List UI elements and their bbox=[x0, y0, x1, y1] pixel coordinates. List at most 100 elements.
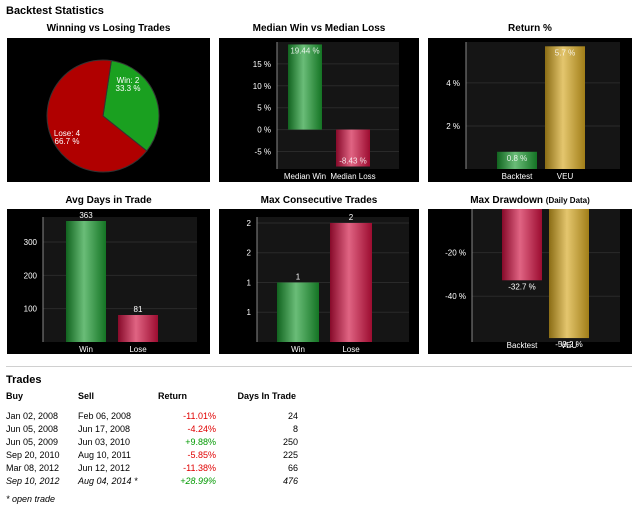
table-row: Jun 05, 2008 Jun 17, 2008 -4.24% 8 bbox=[6, 422, 298, 435]
value-label: 81 bbox=[134, 305, 143, 314]
cell-return: +28.99% bbox=[180, 475, 216, 486]
value-label: 19.44 % bbox=[290, 46, 319, 55]
cell-days: 250 bbox=[282, 436, 298, 447]
y-tick-label: 10 % bbox=[253, 82, 271, 91]
y-tick-label: 1 bbox=[247, 308, 252, 317]
y-tick-label: -40 % bbox=[445, 292, 466, 301]
cell-return: -11.38% bbox=[183, 462, 216, 473]
chart-panel-drawdown: -20 % -40 % -32.7 % Backtest -59.2 % VEU bbox=[428, 209, 632, 354]
cell-buy: Sep 10, 2012 bbox=[6, 475, 60, 486]
bar-chart-days: 300 200 100 363 Win 81 Lose bbox=[24, 211, 197, 354]
cell-buy: Jun 05, 2008 bbox=[6, 423, 59, 434]
cell-days: 24 bbox=[287, 410, 298, 421]
chart-title-median: Median Win vs Median Loss bbox=[252, 23, 386, 34]
chart-title-drawdown: Max Drawdown (Daily Data) bbox=[428, 195, 632, 206]
cell-sell: Jun 03, 2010 bbox=[78, 436, 131, 447]
category-label: Win bbox=[291, 345, 305, 354]
bar-lose bbox=[118, 315, 158, 342]
open-trade-footnote: * open trade bbox=[6, 494, 56, 504]
bar-chart-return: 4 % 2 % 0.8 % Backtest 5.7 % VEU bbox=[446, 42, 620, 181]
header-buy: Buy bbox=[6, 391, 24, 401]
pie-percent-label: 33.3 % bbox=[116, 84, 141, 93]
bar-median-loss bbox=[336, 129, 370, 167]
pie-label: Lose: 4 bbox=[54, 129, 81, 138]
plot-area bbox=[466, 42, 620, 169]
cell-sell: Aug 10, 2011 bbox=[78, 449, 131, 460]
chart-title-win-lose: Winning vs Losing Trades bbox=[46, 23, 171, 34]
y-tick-label: -20 % bbox=[445, 249, 466, 258]
cell-return: -4.24% bbox=[187, 423, 216, 434]
chart-panel-consec: 2 2 1 1 1 Win 2 Lose bbox=[219, 209, 419, 354]
pie-slice-win bbox=[102, 60, 160, 152]
chart-title-return: Return % bbox=[508, 23, 552, 34]
y-tick-label: 300 bbox=[24, 238, 38, 247]
table-row: Sep 20, 2010 Aug 10, 2011 -5.85% 225 bbox=[6, 448, 298, 461]
category-label: Backtest bbox=[502, 172, 533, 181]
cell-buy: Sep 20, 2010 bbox=[6, 449, 60, 460]
table-row: Mar 08, 2012 Jun 12, 2012 -11.38% 66 bbox=[6, 461, 298, 474]
header-sell: Sell bbox=[78, 391, 95, 401]
y-tick-label: 15 % bbox=[253, 60, 271, 69]
value-label: 363 bbox=[79, 211, 93, 220]
plot-area bbox=[472, 209, 620, 342]
cell-buy: Jun 05, 2009 bbox=[6, 436, 59, 447]
y-tick-label: 100 bbox=[24, 305, 38, 314]
bar-chart-median: 15 % 10 % 5 % 0 % -5 % 19.44 % Median Win -8.43… bbox=[253, 42, 399, 181]
value-label: -32.7 % bbox=[508, 282, 536, 291]
trades-table: Buy Sell Return Days In Trade Jan 02, 20… bbox=[6, 391, 298, 487]
y-tick-label: 0 % bbox=[257, 126, 271, 135]
trades-header-row: Buy Sell Return Days In Trade bbox=[6, 391, 298, 409]
chart-panel-win-lose: Win: 2 33.3 % Lose: 4 66.7 % bbox=[7, 38, 210, 182]
pie-label: Win: 2 bbox=[117, 76, 140, 85]
chart-panel-days: 300 200 100 363 Win 81 Lose bbox=[7, 209, 210, 354]
cell-sell: Aug 04, 2014 * bbox=[78, 475, 138, 486]
y-tick-label: 4 % bbox=[446, 79, 460, 88]
y-tick-label: 2 bbox=[247, 219, 252, 228]
header-days: Days In Trade bbox=[237, 391, 296, 401]
bar-win bbox=[66, 221, 106, 342]
header-return: Return bbox=[158, 391, 187, 401]
table-row: Jan 02, 2008 Feb 06, 2008 -11.01% 24 bbox=[6, 409, 298, 422]
bar-chart-drawdown: -20 % -40 % -32.7 % Backtest -59.2 %VEU bbox=[445, 209, 620, 350]
y-tick-label: -5 % bbox=[255, 147, 271, 156]
category-label: VEU bbox=[557, 172, 574, 181]
cell-sell: Jun 12, 2012 bbox=[78, 462, 131, 473]
value-label: 2 bbox=[349, 213, 354, 222]
y-tick-label: 5 % bbox=[257, 104, 271, 113]
cell-days: 476 bbox=[282, 475, 298, 486]
cell-buy: Jan 02, 2008 bbox=[6, 410, 59, 421]
bar-veu bbox=[549, 209, 589, 339]
cell-days: 66 bbox=[287, 462, 298, 473]
cell-return: +9.88% bbox=[185, 436, 216, 447]
category-label: Lose bbox=[342, 345, 360, 354]
y-tick-label: 2 % bbox=[446, 122, 460, 131]
bar-chart-consec: 2 2 1 1 1 Win 2 Lose bbox=[247, 213, 409, 354]
value-label: 1 bbox=[296, 272, 301, 281]
table-row: Jun 05, 2009 Jun 03, 2010 +9.88% 250 bbox=[6, 435, 298, 448]
category-label: Median Loss bbox=[330, 172, 375, 181]
pie-chart: Win: 233.3 % Lose: 466.7 % bbox=[46, 59, 160, 173]
y-tick-label: 2 bbox=[247, 249, 252, 258]
divider bbox=[6, 366, 632, 367]
bar-median-win bbox=[288, 44, 322, 130]
chart-title-drawdown-note: (Daily Data) bbox=[545, 196, 590, 205]
y-tick-label: 200 bbox=[24, 271, 38, 280]
cell-days: 225 bbox=[282, 449, 298, 460]
bar-backtest bbox=[502, 209, 542, 281]
bar-win bbox=[277, 282, 319, 342]
cell-days: 8 bbox=[292, 423, 298, 434]
category-label: Backtest bbox=[507, 341, 538, 350]
category-label: VEU bbox=[561, 341, 578, 350]
pie-slice-lose bbox=[46, 59, 148, 173]
cell-sell: Feb 06, 2008 bbox=[78, 410, 132, 421]
chart-title-days: Avg Days in Trade bbox=[65, 195, 152, 206]
category-label: Median Win bbox=[284, 172, 326, 181]
cell-buy: Mar 08, 2012 bbox=[6, 462, 60, 473]
cell-return: -5.85% bbox=[187, 449, 216, 460]
bar-backtest bbox=[497, 151, 537, 169]
category-label: Win bbox=[79, 345, 93, 354]
pie-percent-label: 66.7 % bbox=[55, 137, 80, 146]
trades-title: Trades bbox=[6, 374, 42, 386]
chart-panel-return: 4 % 2 % 0.8 % Backtest 5.7 % VEU bbox=[428, 38, 632, 182]
chart-title-consec: Max Consecutive Trades bbox=[260, 195, 378, 206]
